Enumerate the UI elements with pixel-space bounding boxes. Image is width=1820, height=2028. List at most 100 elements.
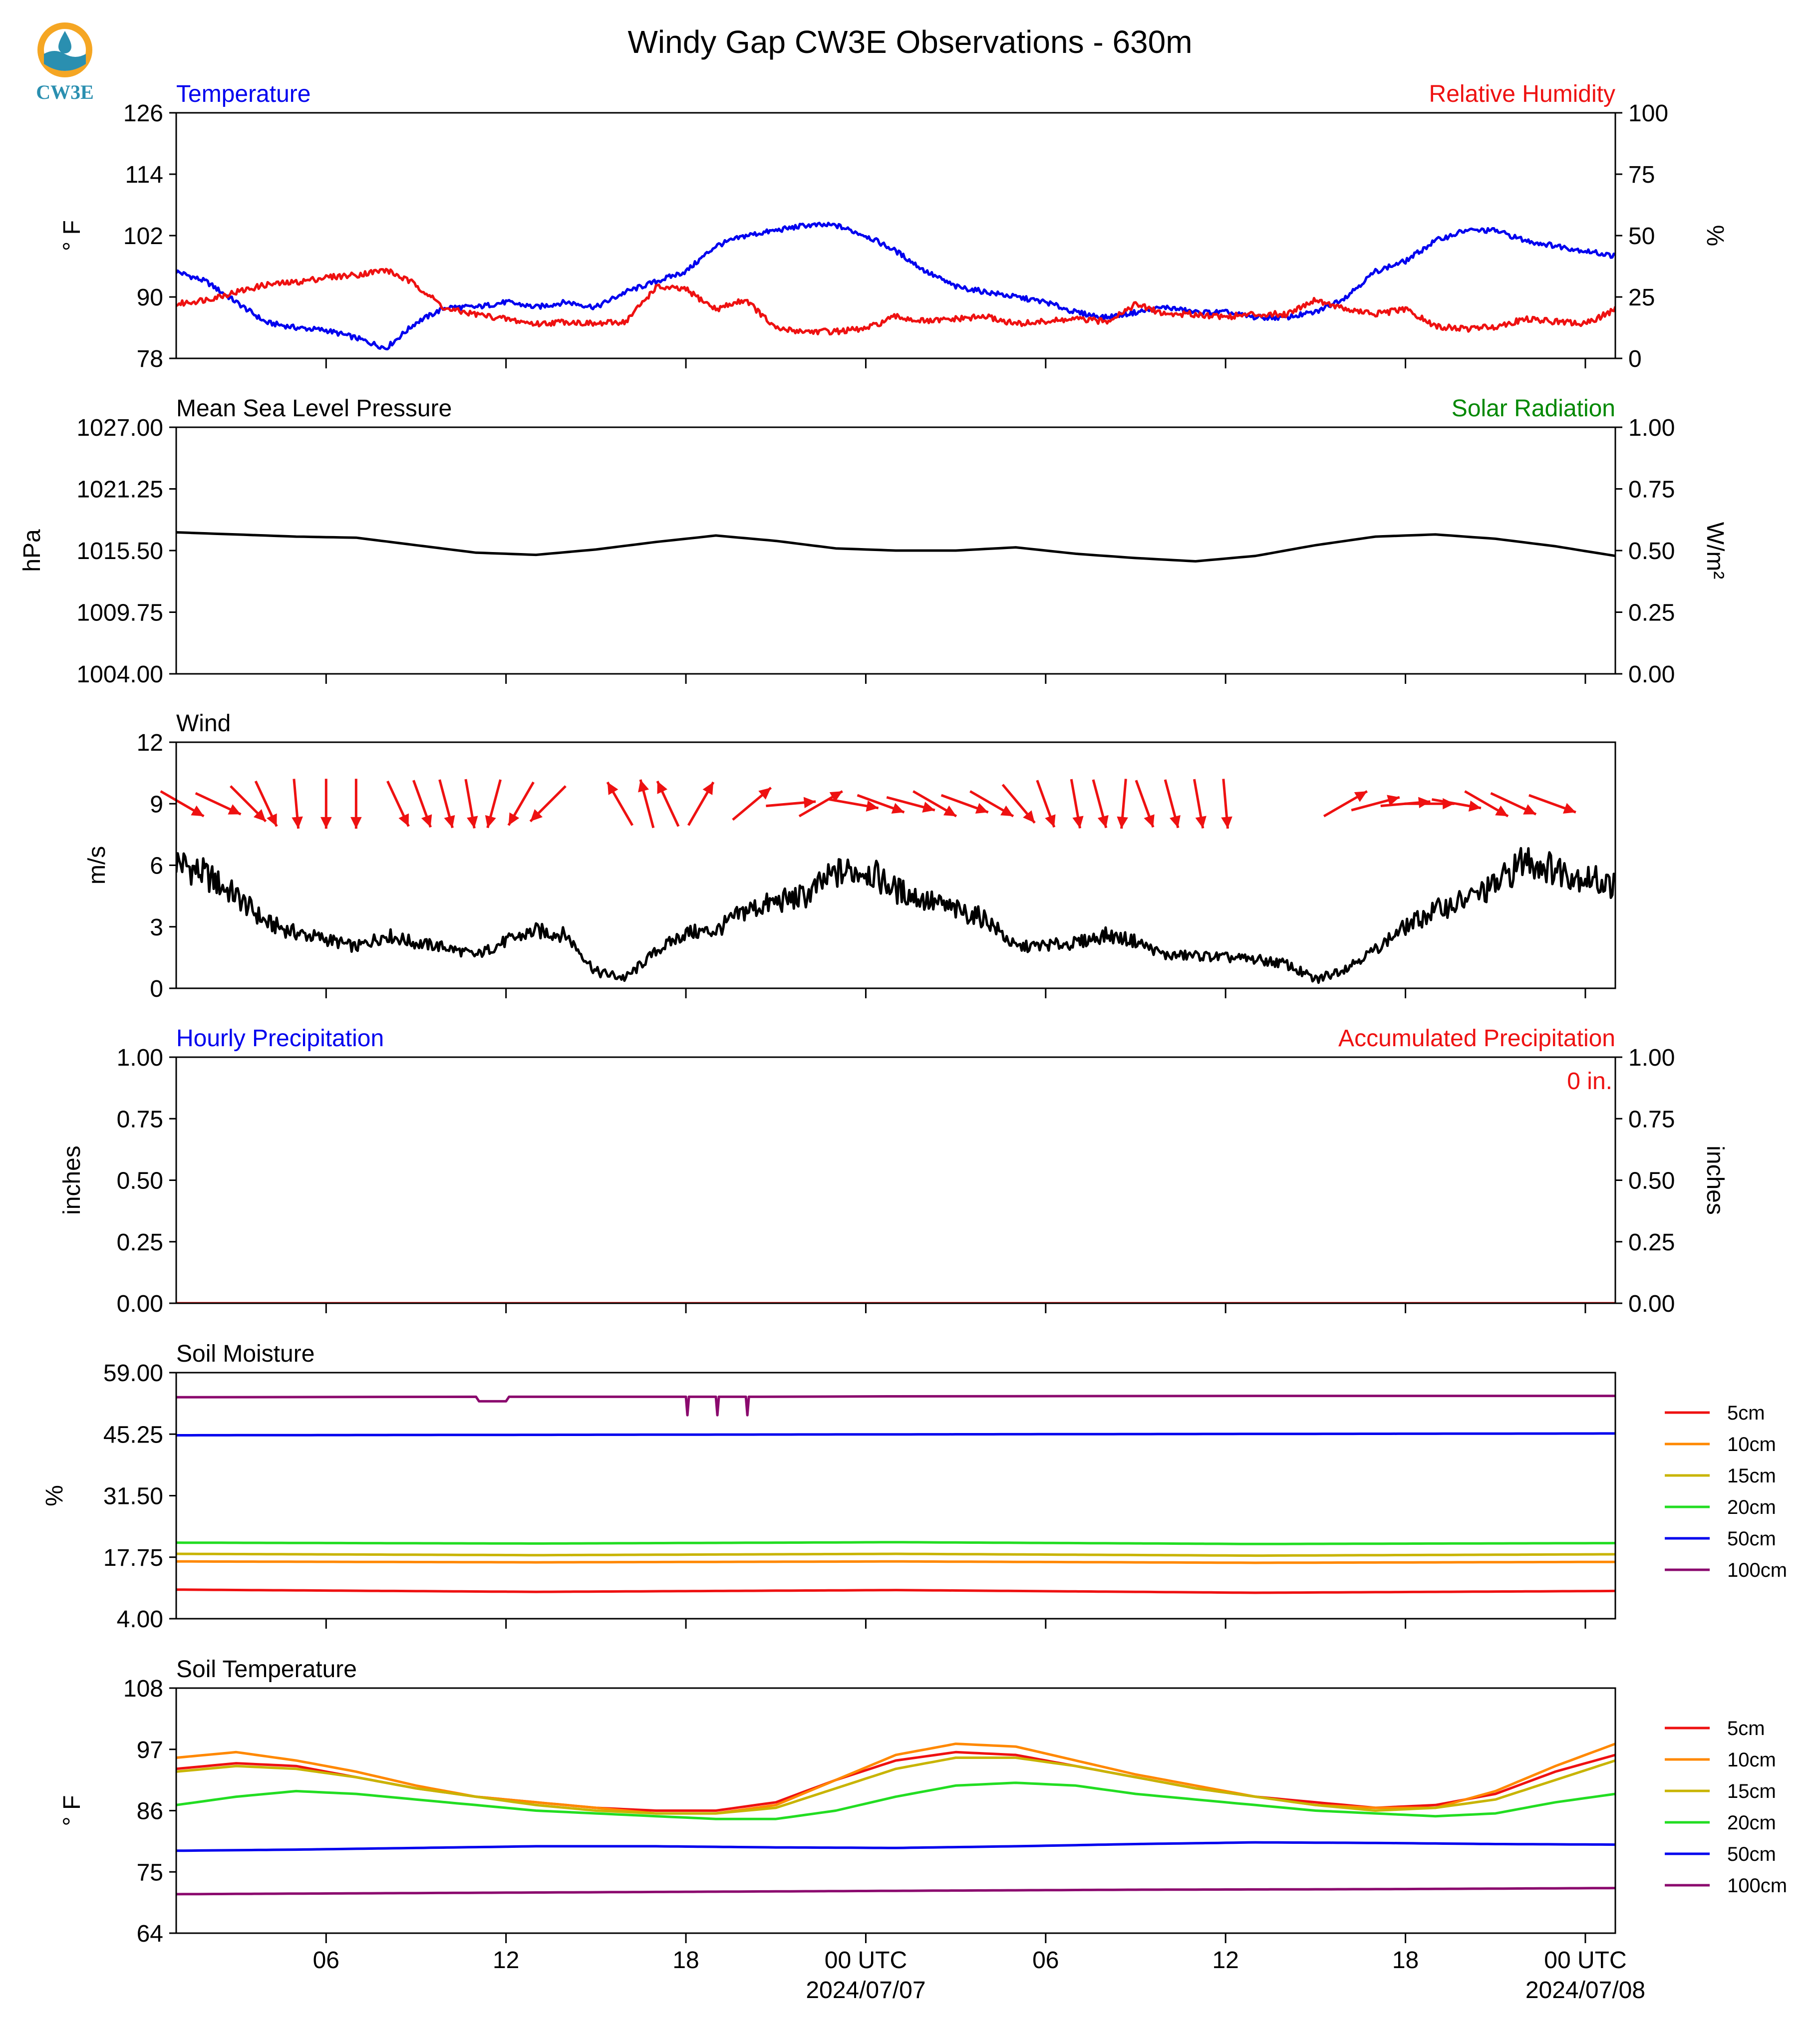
legend-label: 20cm <box>1727 1496 1776 1518</box>
wind-arrow <box>1528 794 1576 814</box>
panel-2: Mean Sea Level Pressure Solar Radiation 10… <box>19 395 1728 688</box>
series-line-15cm <box>176 1552 1615 1557</box>
panel-legend: 5cm 10cm 15cm 20cm 50cm 100cm <box>1665 1402 1787 1581</box>
series-line-15cm <box>176 1756 1615 1815</box>
y-tick-label: 0.75 <box>117 1106 163 1133</box>
wind-arrow <box>1070 779 1084 829</box>
y-tick-label: 31.50 <box>103 1483 163 1510</box>
wind-arrow <box>1092 779 1109 829</box>
y-tick-label: 126 <box>123 100 163 127</box>
legend-label: 20cm <box>1727 1812 1776 1834</box>
wind-arrow-head <box>702 782 714 795</box>
y-tick-label: 102 <box>123 223 163 250</box>
wind-arrow <box>638 779 655 829</box>
wind-arrow <box>254 780 278 827</box>
x-tick-label: 00 UTC <box>1544 1947 1626 1974</box>
wind-arrow <box>1323 790 1368 818</box>
wind-arrow <box>1221 779 1232 829</box>
logo-text: CW3E <box>36 81 94 103</box>
wind-arrow-head <box>1195 816 1207 829</box>
wind-arrow <box>857 794 905 814</box>
x-tick-label: 12 <box>493 1947 519 1974</box>
wind-arrow <box>829 798 879 812</box>
wind-arrow-head <box>320 817 332 829</box>
wind-arrow <box>507 781 535 826</box>
wind-arrow-head <box>1170 815 1181 828</box>
y-tick-label-right: 0.50 <box>1628 1168 1675 1194</box>
wind-arrow <box>1036 780 1056 828</box>
wind-arrow <box>687 781 715 826</box>
page-title: Windy Gap CW3E Observations - 630m <box>627 24 1192 60</box>
wind-arrow <box>969 790 1014 818</box>
wind-arrow <box>1490 792 1537 816</box>
logo-wave <box>44 51 86 71</box>
x-tick-label: 06 <box>313 1947 339 1974</box>
y-tick-label: 1009.75 <box>76 600 163 626</box>
y-tick-label: 108 <box>123 1676 163 1702</box>
y-tick-label: 59.00 <box>103 1360 163 1387</box>
series-line-50cm <box>176 1841 1615 1852</box>
wind-arrow-head <box>1000 805 1014 817</box>
y-tick-label-right: 1.00 <box>1628 415 1675 441</box>
legend-label: 100cm <box>1727 1875 1787 1897</box>
panel-title: Temperature <box>176 81 310 107</box>
wind-arrow <box>350 779 362 829</box>
y-tick-label: 75 <box>137 1859 163 1886</box>
series-line-100cm <box>176 1887 1615 1896</box>
wind-arrow-head <box>1495 805 1509 817</box>
wind-arrow <box>485 779 502 829</box>
wind-arrow-head <box>1523 804 1536 815</box>
wind-arrow-head <box>267 813 277 827</box>
x-tick-date-label: 2024/07/08 <box>1525 1977 1645 2004</box>
x-tick-label: 18 <box>1392 1947 1419 1974</box>
x-tick-label: 12 <box>1212 1947 1238 1974</box>
y-tick-label: 12 <box>137 730 163 756</box>
y-tick-label: 64 <box>137 1921 163 1947</box>
time-axis: 06 12 18 00 UTC 2024/07/07 06 12 18 00 UTC 2024/0… <box>313 1947 1645 2004</box>
wind-arrow-head <box>891 803 905 814</box>
series-line-50cm <box>176 1432 1615 1437</box>
panel-title: Hourly Precipitation <box>176 1025 384 1052</box>
y-axis-label: ° F <box>59 1795 85 1826</box>
y-axis-label-right: inches <box>1702 1146 1728 1215</box>
y-tick-label: 78 <box>137 346 163 372</box>
y-tick-label: 0.25 <box>117 1229 163 1256</box>
panel-title: Soil Temperature <box>176 1656 357 1683</box>
wind-arrow <box>1193 779 1207 829</box>
x-tick-label: 00 UTC <box>825 1947 907 1974</box>
y-tick-label-right: 0.25 <box>1628 600 1675 626</box>
wind-arrow <box>1464 790 1509 818</box>
panel-right-title: Relative Humidity <box>1429 81 1615 107</box>
plot-area <box>176 1395 1615 1594</box>
y-tick-label-right: 0 <box>1628 346 1642 372</box>
wind-arrow <box>230 785 267 823</box>
panels: Temperature Relative Humidity126114102907… <box>19 81 1787 1947</box>
wind-arrow-head <box>1468 800 1481 812</box>
wind-arrow <box>766 797 816 809</box>
plot-area <box>176 1742 1615 1896</box>
wind-arrow <box>1431 798 1482 812</box>
wind-arrow-head <box>607 782 618 795</box>
wind-arrow <box>386 780 410 827</box>
y-axis-label: m/s <box>84 846 110 884</box>
legend-label: 5cm <box>1727 1718 1765 1739</box>
plot-area <box>176 847 1615 984</box>
y-tick-label: 9 <box>150 791 163 818</box>
panel-frame <box>175 1056 1616 1304</box>
y-tick-label-right: 75 <box>1628 162 1655 188</box>
y-tick-label-right: 0.75 <box>1628 477 1675 503</box>
y-axis-label-right: % <box>1702 225 1728 247</box>
y-tick-label: 0.50 <box>117 1168 163 1194</box>
wind-arrow-head <box>1354 791 1367 802</box>
y-tick-label: 6 <box>150 853 163 879</box>
wind-arrow <box>160 790 205 818</box>
wind-arrow-head <box>467 816 478 829</box>
series-line-10cm <box>176 1560 1615 1564</box>
wind-arrow-head <box>1144 814 1155 828</box>
y-tick-label: 0 <box>150 976 163 1002</box>
wind-arrow <box>1135 780 1155 828</box>
wind-arrow-head <box>421 814 432 828</box>
y-axis-label: inches <box>59 1146 85 1215</box>
y-tick-label: 45.25 <box>103 1422 163 1448</box>
